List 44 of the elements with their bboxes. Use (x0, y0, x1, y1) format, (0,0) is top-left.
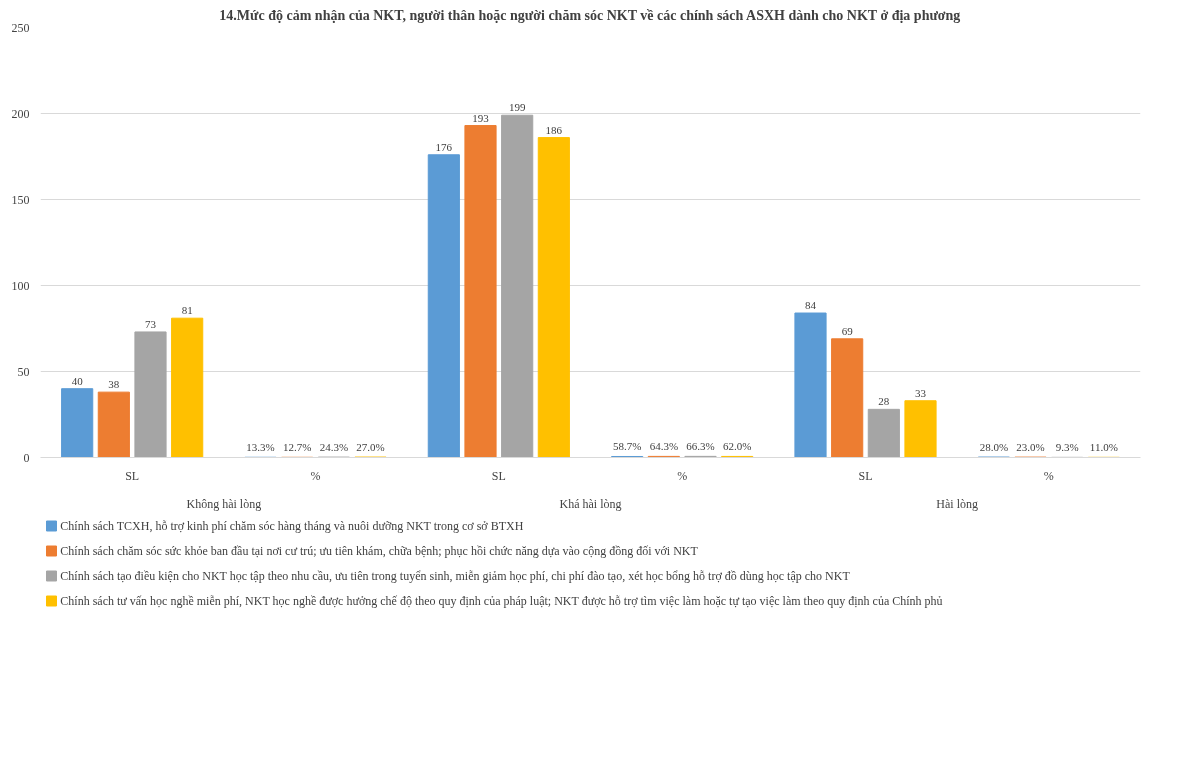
x-tick-label: SL (491, 468, 506, 483)
chart-title: 14.Mức độ cảm nhận của NKT, người thân hoặc người chăm sóc NKT về các chính sách ASXH dành cho NKT ở địa phương (219, 7, 961, 23)
text: Khá hài lòng (559, 496, 622, 511)
y-tick-label: 50 (17, 364, 30, 379)
y-tick-label: 150 (11, 192, 30, 207)
data-label: 58.7% (612, 440, 642, 453)
data-label: 28 (878, 395, 890, 408)
data-label: 38 (108, 378, 120, 391)
y-tick-label: 0 (23, 450, 30, 465)
legend-label: Chính sách chăm sóc sức khỏe ban đầu tại nơi cư trú; ưu tiên khám, chữa bệnh; phục hồi chức năng dựa vào cộng đồng đối với NKT (60, 544, 699, 558)
data-label: 9.3% (1055, 441, 1079, 454)
legend-label: Chính sách tư vấn học nghề miễn phí, NKT học nghề được hưởng chế độ theo quy định của pháp luật; NKT được hỗ trợ tìm việc làm hoặc tự tạo việc làm theo quy định của Chính phủ (60, 594, 943, 608)
data-label: 193 (472, 111, 490, 124)
data-label: 66.3% (686, 440, 715, 453)
data-label: 33 (915, 386, 927, 399)
x-tick-label: % (677, 468, 688, 483)
text: Hài lòng (936, 496, 979, 511)
y-tick-label: 100 (11, 278, 30, 293)
data-label: 64.3% (649, 440, 679, 453)
data-label: 81 (181, 304, 193, 317)
data-label: 13.3% (246, 441, 275, 454)
data-label: 12.7% (282, 441, 312, 454)
x-tick-label: % (310, 468, 321, 483)
data-label: 186 (545, 123, 563, 136)
legend-label: Chính sách TCXH, hỗ trợ kinh phí chăm sóc hàng tháng và nuôi dưỡng NKT trong cơ sở BTXH (60, 519, 524, 533)
data-label: 62.0% (722, 440, 752, 453)
text: Không hài lòng (186, 496, 262, 511)
data-label: 199 (508, 101, 526, 114)
data-label: 73 (145, 317, 157, 330)
data-label: 28.0% (979, 441, 1009, 454)
data-label: 27.0% (356, 441, 385, 454)
data-label: 24.3% (319, 441, 349, 454)
y-tick-label: 250 (11, 20, 30, 35)
data-label: 23.0% (1016, 441, 1045, 454)
x-tick-label: SL (125, 468, 140, 483)
data-label: 176 (435, 140, 453, 153)
x-tick-label: % (1043, 468, 1054, 483)
y-tick-label: 200 (11, 106, 30, 121)
legend-label: Chính sách tạo điều kiện cho NKT học tập theo nhu cầu, ưu tiên trong tuyển sinh, miễn giảm học phí, chi phí đào tạo, xét học bổng hỗ trợ đồ dùng học tập cho NKT (60, 569, 851, 583)
data-label: 69 (841, 324, 854, 337)
data-label: 40 (71, 374, 84, 387)
data-label: 84 (805, 299, 817, 312)
data-label: 11.0% (1089, 441, 1118, 454)
x-tick-label: SL (858, 468, 873, 483)
